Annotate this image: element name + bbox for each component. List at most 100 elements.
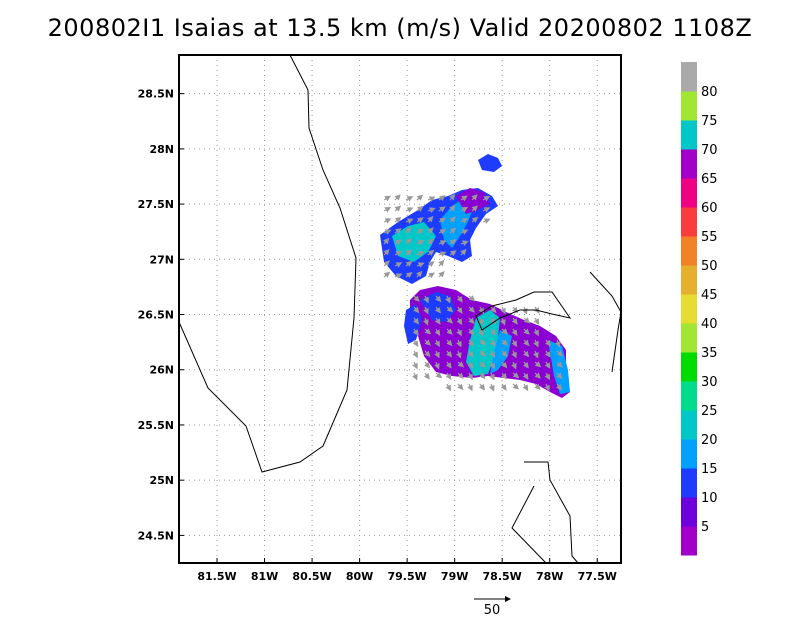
wind-vector [500, 306, 506, 315]
wind-vector [383, 195, 391, 202]
wind-vector [482, 196, 491, 202]
wind-vector [456, 339, 462, 348]
coastlines [179, 55, 621, 563]
lon-tick-label: 79.5W [387, 570, 426, 583]
wind-vector [438, 217, 447, 224]
wind-vector [456, 328, 462, 337]
wind-vector [435, 295, 442, 303]
wind-vector [405, 226, 412, 234]
coastline-florida [179, 55, 357, 473]
colorbar-label: 75 [701, 114, 718, 129]
latitude-axis: 28.5N 28N 27.5N 27N 26.5N 26N 25.5N 25N 24.5N [138, 88, 184, 542]
wind-vector [460, 229, 469, 235]
wind-vector [471, 216, 479, 223]
colorbar-swatch [681, 352, 697, 382]
colorbar: 5 10 15 20 25 30 35 40 45 50 55 60 65 70 75 80 [681, 62, 718, 556]
wind-vector [533, 317, 540, 326]
wind-vector [416, 194, 424, 201]
wind-vector [544, 383, 550, 392]
wind-vector [460, 248, 467, 256]
colorbar-label: 45 [701, 288, 718, 303]
wind-vector [394, 228, 402, 235]
wind-vector [533, 339, 539, 348]
colorbar-label: 20 [701, 433, 718, 448]
wind-vector [434, 328, 441, 337]
wind-vector [556, 361, 563, 368]
longitude-axis: 81.5W 81W 80.5W 80W 79.5W 79W 78.5W 78W 77.5W [197, 558, 617, 583]
wind-vector [479, 361, 486, 368]
lat-tick-label: 26.5N [138, 309, 174, 322]
colorbar-swatch [681, 62, 697, 92]
lon-tick-label: 78W [536, 570, 563, 583]
lon-tick-label: 80.5W [292, 570, 331, 583]
wind-vector [412, 361, 418, 370]
wind-vector [423, 306, 429, 315]
wind-vector [405, 207, 414, 213]
colorbar-swatch [681, 294, 697, 324]
wind-vector [460, 206, 469, 213]
wind-vector [438, 271, 445, 278]
wind-vector [412, 372, 418, 381]
wind-vector [438, 251, 447, 257]
wind-speed-field [380, 154, 570, 398]
colorbar-swatch [681, 236, 697, 266]
wind-vector [427, 261, 435, 268]
colorbar-swatch [681, 468, 697, 498]
coastline-andros [524, 461, 579, 563]
wind-vector [424, 339, 431, 346]
wind-vector [478, 328, 484, 337]
wind-vector [427, 272, 435, 279]
lat-tick-label: 27N [149, 253, 174, 266]
wind-vector [446, 339, 453, 347]
colorbar-swatch [681, 381, 697, 411]
wind-vector [468, 295, 476, 302]
wind-vector [434, 361, 440, 370]
wind-vectors [383, 193, 564, 392]
colorbar-swatch [681, 497, 697, 527]
colorbar-swatch [681, 265, 697, 295]
wind-vector [488, 383, 495, 392]
wind-vector [500, 317, 506, 326]
wind-vector [511, 317, 518, 325]
wind-vector [435, 372, 443, 379]
wind-vector [482, 207, 491, 213]
wind-vector [534, 383, 541, 390]
wind-vector [554, 339, 561, 348]
wind-vector [460, 240, 469, 247]
wind-vector [445, 295, 451, 304]
wind-vector [490, 317, 497, 325]
colorbar-swatch [681, 178, 697, 208]
colorbar-label: 80 [701, 85, 718, 100]
wind-vector [449, 193, 456, 201]
wind-vector [501, 361, 508, 369]
colorbar-swatch [681, 149, 697, 179]
wind-vector [457, 372, 464, 379]
coastline-andros-west [511, 485, 547, 563]
wind-vector [413, 295, 420, 302]
wind-vector [438, 259, 445, 267]
wind-vector [438, 240, 447, 246]
wind-vector [489, 350, 496, 359]
wind-vector [434, 317, 441, 325]
wind-vector [445, 361, 452, 369]
wind-vector [405, 218, 414, 224]
wind-vector [416, 217, 424, 224]
reference-label: 50 [484, 603, 501, 618]
wind-vector [394, 239, 402, 246]
wind-vector [416, 262, 425, 268]
wind-vector [424, 350, 431, 358]
wind-vector [423, 372, 430, 380]
wind-vector [523, 339, 530, 347]
wind-vector [383, 207, 392, 213]
wind-vector [394, 205, 402, 212]
colorbar-label: 40 [701, 317, 718, 332]
wind-vector [544, 350, 551, 358]
wind-vector [394, 216, 402, 223]
lat-tick-label: 24.5N [138, 529, 174, 542]
wind-vector [445, 350, 453, 358]
wind-region-nw-core [392, 222, 436, 262]
wind-vector [424, 328, 432, 335]
colorbar-label: 70 [701, 143, 718, 158]
wind-vector [489, 361, 495, 370]
